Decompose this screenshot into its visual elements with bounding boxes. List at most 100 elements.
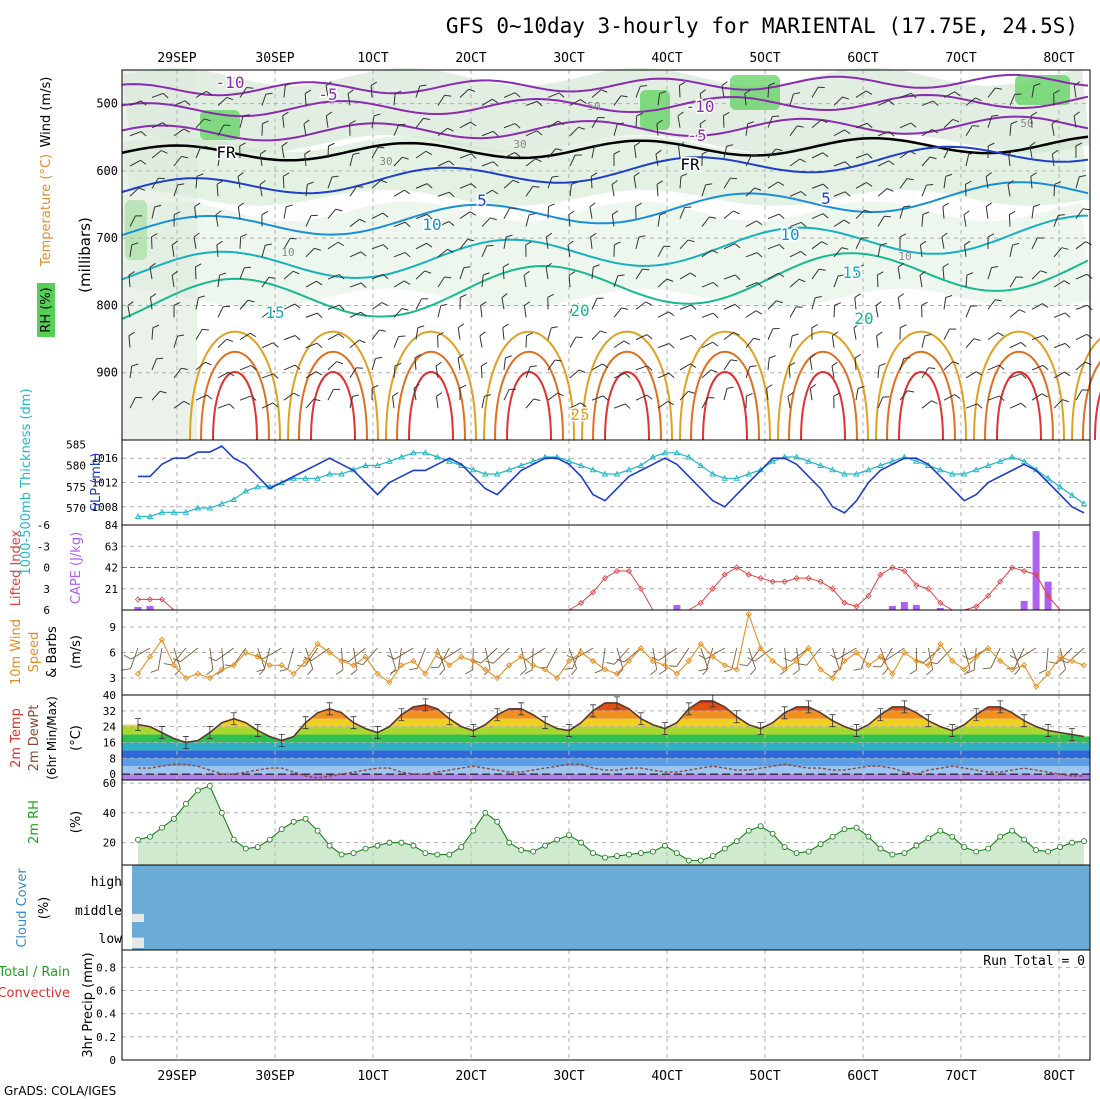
lifted-index-point — [829, 585, 836, 592]
barb-staff — [180, 647, 199, 662]
barb-flag — [128, 271, 135, 276]
wind-barb-icon — [547, 293, 554, 310]
thickness-point — [326, 470, 333, 477]
wind-barb-icon — [921, 301, 928, 318]
barb-staff — [635, 86, 641, 98]
wind-barb-icon — [503, 179, 520, 189]
barb-staff — [217, 124, 225, 136]
cape-tick-label: 63 — [105, 540, 118, 553]
barb-flag — [861, 237, 868, 239]
barb-flag — [1059, 668, 1066, 676]
wind-barb-icon — [525, 158, 542, 167]
thickness-point — [697, 462, 705, 468]
barb-staff — [457, 357, 461, 370]
barb-flag — [174, 668, 181, 676]
wind-barb-icon — [701, 341, 719, 349]
barb-staff — [855, 237, 862, 250]
wind-barb-icon — [437, 303, 448, 318]
barb-staff — [349, 367, 357, 379]
thickness-point — [793, 453, 800, 460]
barb-staff — [623, 647, 642, 663]
thickness-point — [158, 508, 166, 515]
wind-barb-icon — [437, 221, 455, 227]
barb-flag — [809, 353, 816, 359]
wind-barb-icon — [173, 367, 188, 379]
barb-flag — [707, 397, 715, 399]
barb-flag — [1082, 389, 1089, 391]
thickness-point — [745, 470, 752, 477]
rh-point — [482, 809, 489, 816]
wind-barb-icon — [305, 280, 323, 288]
barb-flag — [156, 357, 164, 360]
barb-staff — [1075, 333, 1087, 341]
wind-barb-icon — [303, 119, 310, 136]
top-date-label: 3OCT — [553, 51, 584, 66]
isotherm-label: 15 — [842, 263, 861, 282]
barb-staff — [789, 158, 801, 167]
barb-flag — [373, 113, 381, 117]
thickness-point — [1056, 483, 1064, 490]
cloud-level-label: middle — [75, 904, 122, 919]
barb-flag — [505, 234, 513, 238]
wind-barb-icon — [739, 647, 762, 667]
barb-flag — [138, 187, 146, 191]
wind-speed-point — [266, 662, 273, 669]
barb-staff — [283, 85, 286, 98]
wind-barb-icon — [811, 268, 826, 280]
barb-staff — [987, 395, 1000, 401]
warm-isotherm — [800, 370, 846, 441]
thickness-axis-label: 1000-500mb Thickness (dm) — [19, 388, 34, 575]
wind-speed-point — [961, 666, 968, 673]
barb-flag — [409, 668, 418, 671]
cloud-level-label: high — [91, 875, 122, 890]
barb-flag — [467, 238, 475, 242]
wind-barb-icon — [569, 181, 578, 197]
barb-staff — [129, 159, 141, 167]
barb-flag — [152, 324, 160, 329]
barb-flag — [261, 211, 269, 215]
barb-flag — [162, 122, 169, 128]
wind-barb-icon — [767, 300, 783, 310]
barb-staff — [437, 248, 448, 258]
barb-staff — [239, 332, 251, 341]
barb-flag — [485, 660, 494, 664]
rh-contour-label: 30 — [513, 138, 526, 151]
barb-staff — [965, 338, 975, 348]
wind-barb-icon — [415, 84, 427, 98]
barb-staff — [591, 267, 594, 280]
barb-staff — [437, 276, 445, 288]
wind-barb-icon — [635, 235, 646, 249]
wind-barb-icon — [611, 210, 619, 227]
wind-barb-icon — [481, 98, 499, 106]
warm-isotherm — [298, 350, 368, 441]
barb-flag — [598, 116, 605, 119]
barb-flag — [448, 191, 455, 198]
cape-axis-label: CAPE (J/kg) — [69, 532, 84, 604]
barb-staff — [601, 647, 606, 670]
thickness-point — [230, 496, 238, 502]
barb-staff — [525, 398, 535, 409]
barb-flag — [711, 249, 718, 254]
top-date-label: 30SEP — [255, 51, 294, 66]
barb-staff — [525, 130, 538, 137]
wind-barb-icon — [261, 402, 279, 409]
barb-flag — [360, 251, 367, 257]
barb-staff — [173, 400, 185, 409]
lifted-index-point — [901, 567, 908, 575]
wind-barb-icon — [590, 232, 597, 249]
barb-flag — [699, 119, 706, 125]
barb-staff — [157, 647, 163, 670]
barb-staff — [435, 365, 439, 378]
barb-staff — [217, 275, 221, 288]
barb-staff — [569, 305, 573, 318]
barb-flag — [382, 274, 389, 280]
barb-flag — [778, 213, 785, 219]
barb-flag — [398, 123, 406, 126]
wind-barb-icon — [150, 647, 163, 673]
wind-barb-icon — [744, 89, 751, 106]
barb-flag — [294, 303, 301, 309]
barb-flag — [734, 274, 741, 280]
temp-tick-label: 16 — [103, 736, 116, 749]
barb-flag — [463, 266, 471, 269]
barb-staff — [723, 146, 728, 159]
